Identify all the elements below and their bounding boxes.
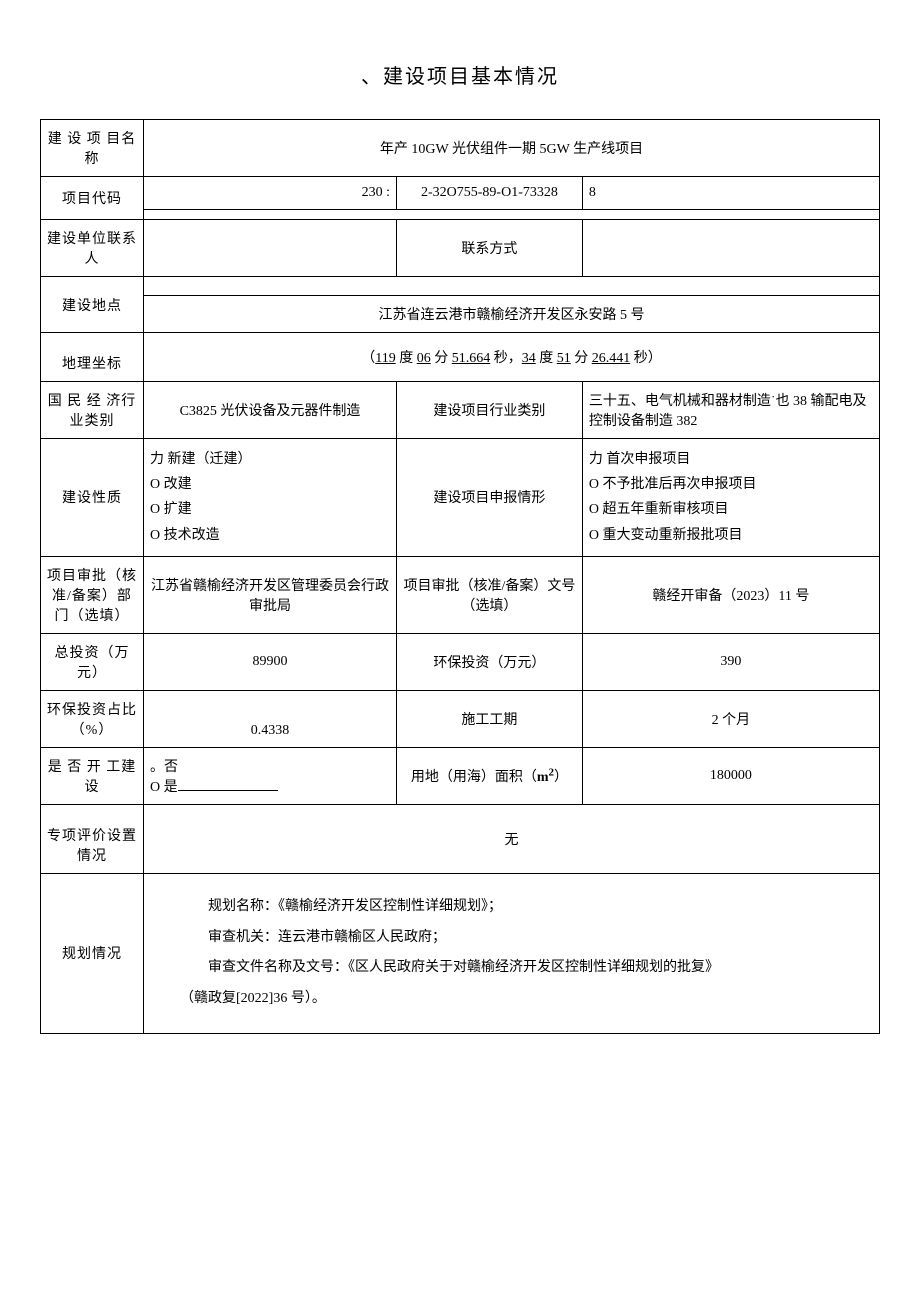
started-opt1: 。否 — [150, 760, 178, 775]
coord-unit: 秒） — [630, 351, 662, 366]
table-row: 是 否 开 工建设 。否 O 是 用地（用海）面积（m2） 180000 — [41, 747, 880, 804]
project-industry-value: 三十五、电气机械和器材制造˙也 38 输配电及控制设备制造 382 — [582, 382, 879, 439]
industry-value: C3825 光伏设备及元器件制造 — [144, 382, 397, 439]
approval-dept-label: 项目审批（核准/备案）部门（选填） — [41, 556, 144, 633]
project-name-label: 建 设 项 目名称 — [41, 120, 144, 177]
nature-opt1: 力 新建（迁建） — [150, 447, 390, 472]
coord-deg2: 34 — [522, 351, 536, 366]
coord-unit: 分 — [431, 351, 452, 366]
contact-method-value — [582, 220, 879, 277]
area-label: 用地（用海）面积（m2） — [397, 747, 583, 804]
coord-sec1: 51.664 — [452, 351, 491, 366]
approval-no-label: 项目审批（核准/备案）文号（选填） — [397, 556, 583, 633]
coord-unit: 秒， — [490, 351, 522, 366]
contact-method-label: 联系方式 — [397, 220, 583, 277]
coord-min2: 51 — [557, 351, 571, 366]
coord-deg1: 119 — [375, 351, 395, 366]
spacer-cell — [144, 277, 880, 296]
page-title: 、建设项目基本情况 — [40, 60, 880, 89]
table-row: 规划情况 规划名称：《赣榆经济开发区控制性详细规划》； 审查机关：连云港市赣榆区… — [41, 873, 880, 1033]
env-investment-label: 环保投资（万元） — [397, 633, 583, 690]
planning-line1: 规划名称：《赣榆经济开发区控制性详细规划》； — [180, 892, 843, 923]
nature-opt3: O 扩建 — [150, 497, 390, 522]
project-code-part1: 230 : — [144, 177, 397, 210]
investment-label: 总投资（万元） — [41, 633, 144, 690]
env-investment-value: 390 — [582, 633, 879, 690]
nature-options: 力 新建（迁建） O 改建 O 扩建 O 技术改造 — [144, 439, 397, 557]
table-row: 环保投资占比（%） 0.4338 施工工期 2 个月 — [41, 690, 880, 747]
contact-label: 建设单位联系人 — [41, 220, 144, 277]
table-row — [41, 210, 880, 220]
env-ratio-value: 0.4338 — [144, 690, 397, 747]
declare-options: 力 首次申报项目 O 不予批准后再次申报项目 O 超五年重新审核项目 O 重大变… — [582, 439, 879, 557]
area-unit: m — [537, 770, 549, 785]
contact-value — [144, 220, 397, 277]
approval-dept-value: 江苏省赣榆经济开发区管理委员会行政审批局 — [144, 556, 397, 633]
coord-value: （119 度 06 分 51.664 秒，34 度 51 分 26.441 秒） — [144, 333, 880, 382]
table-row: 专项评价设置情况 无 — [41, 804, 880, 873]
project-info-table: 建 设 项 目名称 年产 10GW 光伏组件一期 5GW 生产线项目 项目代码 … — [40, 119, 880, 1034]
planning-line2: 审查机关：连云港市赣榆区人民政府； — [180, 923, 843, 954]
area-label-suffix: ） — [554, 770, 568, 785]
investment-value: 89900 — [144, 633, 397, 690]
period-label: 施工工期 — [397, 690, 583, 747]
special-eval-value: 无 — [144, 804, 880, 873]
area-value: 180000 — [582, 747, 879, 804]
table-row: 江苏省连云港市赣榆经济开发区永安路 5 号 — [41, 296, 880, 333]
env-ratio-label: 环保投资占比（%） — [41, 690, 144, 747]
project-name-value: 年产 10GW 光伏组件一期 5GW 生产线项目 — [144, 120, 880, 177]
coord-unit: 度 — [396, 351, 417, 366]
planning-line4: （赣政复[2022]36 号）。 — [180, 984, 843, 1015]
project-code-part2: 2-32O755-89-O1-73328 — [397, 177, 583, 210]
coord-label: 地理坐标 — [41, 333, 144, 382]
coord-unit: 度 — [536, 351, 557, 366]
nature-label: 建设性质 — [41, 439, 144, 557]
coord-sec2: 26.441 — [592, 351, 631, 366]
started-label: 是 否 开 工建设 — [41, 747, 144, 804]
area-label-prefix: 用地（用海）面积（ — [411, 770, 537, 785]
industry-label: 国 民 经 济行业类别 — [41, 382, 144, 439]
coord-unit: 分 — [571, 351, 592, 366]
coord-text: （ — [361, 351, 375, 366]
location-label: 建设地点 — [41, 277, 144, 333]
table-row: 建 设 项 目名称 年产 10GW 光伏组件一期 5GW 生产线项目 — [41, 120, 880, 177]
location-value: 江苏省连云港市赣榆经济开发区永安路 5 号 — [144, 296, 880, 333]
declare-opt3: O 超五年重新审核项目 — [589, 497, 873, 522]
nature-opt4: O 技术改造 — [150, 523, 390, 548]
started-opt2: O 是 — [150, 780, 178, 795]
table-row: 建设单位联系人 联系方式 — [41, 220, 880, 277]
started-options: 。否 O 是 — [144, 747, 397, 804]
spacer-cell — [144, 210, 880, 220]
nature-opt2: O 改建 — [150, 472, 390, 497]
project-code-label: 项目代码 — [41, 177, 144, 220]
table-row: 国 民 经 济行业类别 C3825 光伏设备及元器件制造 建设项目行业类别 三十… — [41, 382, 880, 439]
declare-label: 建设项目申报情形 — [397, 439, 583, 557]
project-industry-label: 建设项目行业类别 — [397, 382, 583, 439]
planning-label: 规划情况 — [41, 873, 144, 1033]
project-code-part3: 8 — [582, 177, 879, 210]
table-row: 建设地点 — [41, 277, 880, 296]
table-row: 项目代码 230 : 2-32O755-89-O1-73328 8 — [41, 177, 880, 210]
period-value: 2 个月 — [582, 690, 879, 747]
declare-opt2: O 不予批准后再次申报项目 — [589, 472, 873, 497]
fill-line — [178, 790, 278, 791]
table-row: 地理坐标 （119 度 06 分 51.664 秒，34 度 51 分 26.4… — [41, 333, 880, 382]
table-row: 总投资（万元） 89900 环保投资（万元） 390 — [41, 633, 880, 690]
declare-opt1: 力 首次申报项目 — [589, 447, 873, 472]
planning-line3: 审查文件名称及文号：《区人民政府关于对赣榆经济开发区控制性详细规划的批复》 — [180, 953, 843, 984]
approval-no-value: 赣经开审备（2023）11 号 — [582, 556, 879, 633]
special-eval-label: 专项评价设置情况 — [41, 804, 144, 873]
table-row: 项目审批（核准/备案）部门（选填） 江苏省赣榆经济开发区管理委员会行政审批局 项… — [41, 556, 880, 633]
table-row: 建设性质 力 新建（迁建） O 改建 O 扩建 O 技术改造 建设项目申报情形 … — [41, 439, 880, 557]
coord-min1: 06 — [417, 351, 431, 366]
declare-opt4: O 重大变动重新报批项目 — [589, 523, 873, 548]
planning-content: 规划名称：《赣榆经济开发区控制性详细规划》； 审查机关：连云港市赣榆区人民政府；… — [144, 873, 880, 1033]
